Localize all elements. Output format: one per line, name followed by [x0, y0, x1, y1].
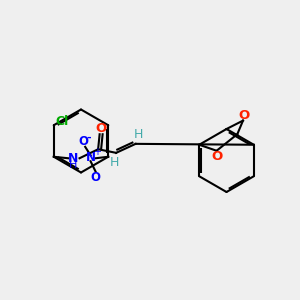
Text: O: O — [91, 171, 101, 184]
Text: H: H — [134, 128, 143, 141]
Text: -: - — [87, 133, 92, 143]
Text: N: N — [85, 151, 96, 164]
Text: O: O — [238, 109, 249, 122]
Text: +: + — [93, 147, 101, 157]
Text: H: H — [69, 160, 78, 170]
Text: Cl: Cl — [56, 115, 69, 128]
Text: N: N — [68, 152, 79, 165]
Text: H: H — [110, 156, 119, 169]
Text: O: O — [212, 150, 223, 163]
Text: O: O — [79, 135, 89, 148]
Text: O: O — [95, 122, 107, 135]
